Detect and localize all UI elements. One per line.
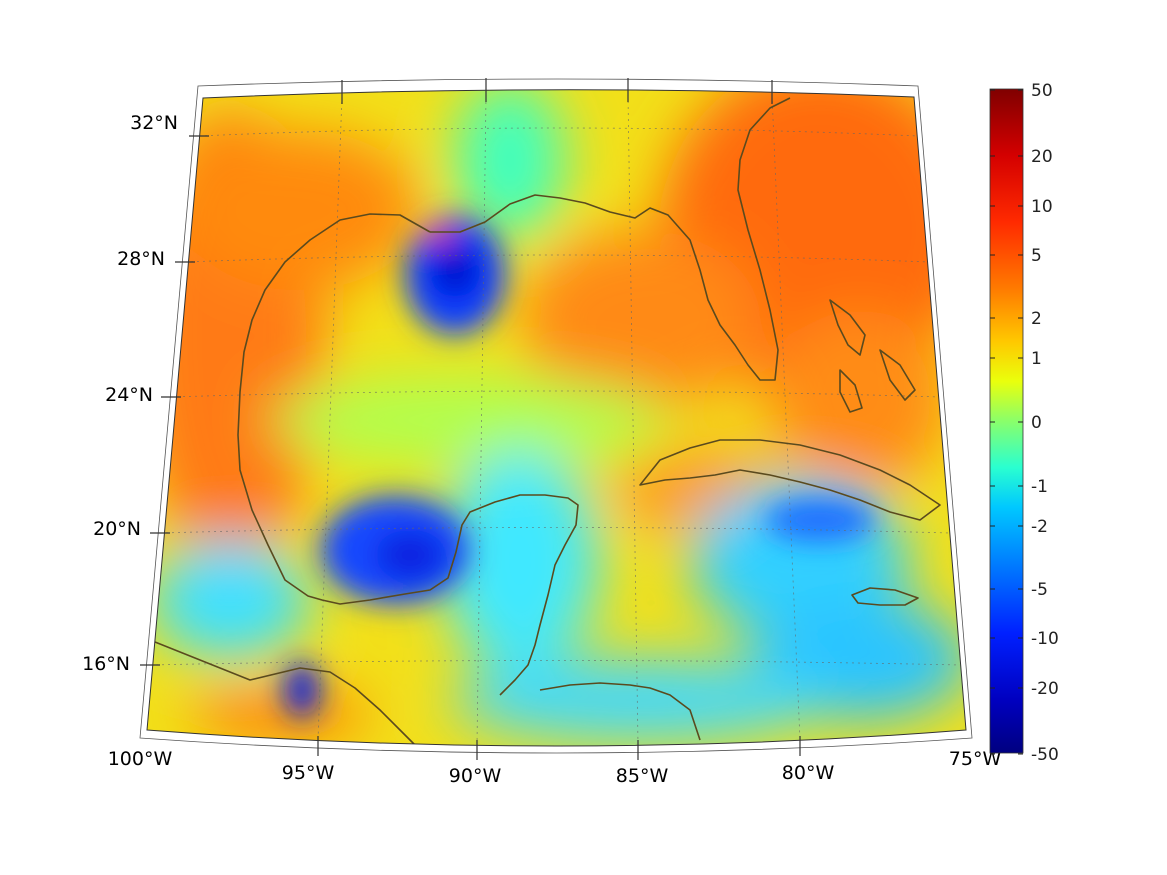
coastlines [154,97,941,746]
lat-label-32: 32°N [130,112,178,134]
colorbar-tick-label: 0 [1031,413,1042,433]
colorbar-tick-label: -50 [1031,745,1059,765]
colorbar-tick-label: 1 [1031,349,1042,369]
map-frame [146,89,967,747]
colorbar-tick-label: -20 [1031,679,1059,699]
graticule [149,94,961,746]
colorbar-tick-label: 2 [1031,309,1042,329]
latitude-labels: 32°N 28°N 24°N 20°N 16°N [82,112,178,675]
lon-label-80w: 80°W [782,762,835,784]
lon-label-90w: 90°W [449,765,502,787]
map-field [147,89,966,746]
colorbar-tick-label: 5 [1031,246,1042,266]
lat-label-16: 16°N [82,653,130,675]
frame-ticks [140,78,801,760]
lat-label-24: 24°N [105,384,153,406]
colorbar-tick-label: 20 [1031,147,1053,167]
colorbar-tick-label: -5 [1031,580,1048,600]
map-frame-outer [139,78,973,754]
lon-label-75w: 75°W [949,748,1002,770]
lon-label-85w: 85°W [616,765,669,787]
colorbar-tick-label: -2 [1031,517,1048,537]
lon-label-100w: 100°W [108,748,173,770]
lat-label-28: 28°N [117,248,165,270]
colorbar-tick-label: -1 [1031,477,1048,497]
colorbar-gradient [989,88,1024,754]
lat-label-20: 20°N [93,518,141,540]
colorbar-tick-label: 50 [1031,81,1053,101]
lon-label-95w: 95°W [282,762,335,784]
colorbar-tick-label: -10 [1031,629,1059,649]
colorbar-tick-label: 10 [1031,197,1053,217]
longitude-labels: 100°W 95°W 90°W 85°W 80°W 75°W [108,748,1002,787]
tehuantepec-low [284,662,320,718]
colorbar-ticks [990,89,1023,755]
